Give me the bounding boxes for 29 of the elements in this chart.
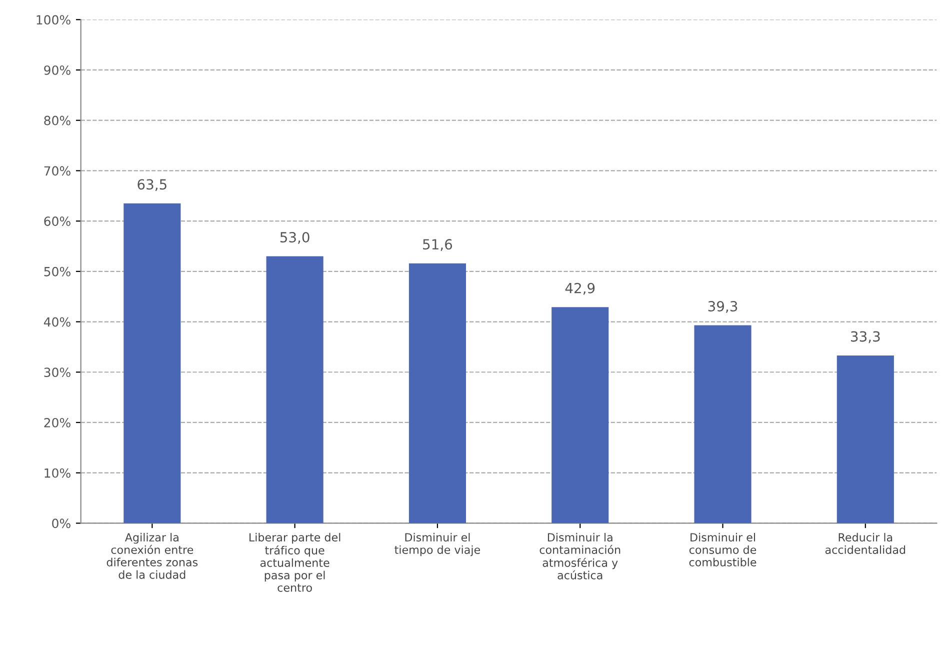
bar — [266, 256, 324, 524]
bar — [694, 325, 752, 524]
y-tick-label: 80% — [44, 116, 70, 126]
data-label: 33,3 — [851, 331, 880, 344]
y-tick-label: 20% — [44, 418, 70, 428]
bar — [124, 203, 181, 524]
y-tick-label: 40% — [44, 317, 70, 327]
x-tick-label: Disminuir la contaminación atmosférica y acústica — [540, 532, 620, 580]
bar — [408, 263, 466, 524]
x-tick-label: Agilizar la conexión entre diferentes zonas de la ciudad — [106, 532, 198, 579]
y-tick-label: 90% — [44, 65, 70, 75]
y-tick-label: 60% — [44, 216, 70, 226]
y-tick-label: 50% — [44, 266, 70, 276]
bar — [836, 356, 894, 524]
data-label: 51,6 — [423, 239, 452, 251]
y-tick-label: 70% — [44, 166, 70, 176]
bar — [552, 307, 609, 524]
y-tick-label: 30% — [44, 368, 70, 378]
data-label: 42,9 — [565, 282, 595, 295]
x-tick-label: Disminuir el tiempo de viaje — [394, 532, 480, 556]
data-label: 53,0 — [280, 232, 310, 244]
x-tick-label: Liberar parte del tráfico que actualmente pasa por el centro — [250, 532, 340, 592]
x-tick-label: Reducir la accidentalidad — [825, 532, 906, 554]
data-label: 63,5 — [138, 179, 166, 192]
y-tick-label: 10% — [44, 468, 70, 478]
x-tick-label: Disminuir el consumo de combustible — [689, 532, 756, 566]
y-tick-label: 0% — [52, 518, 70, 528]
y-tick-label: 100% — [36, 15, 70, 25]
data-label: 39,3 — [708, 300, 738, 313]
